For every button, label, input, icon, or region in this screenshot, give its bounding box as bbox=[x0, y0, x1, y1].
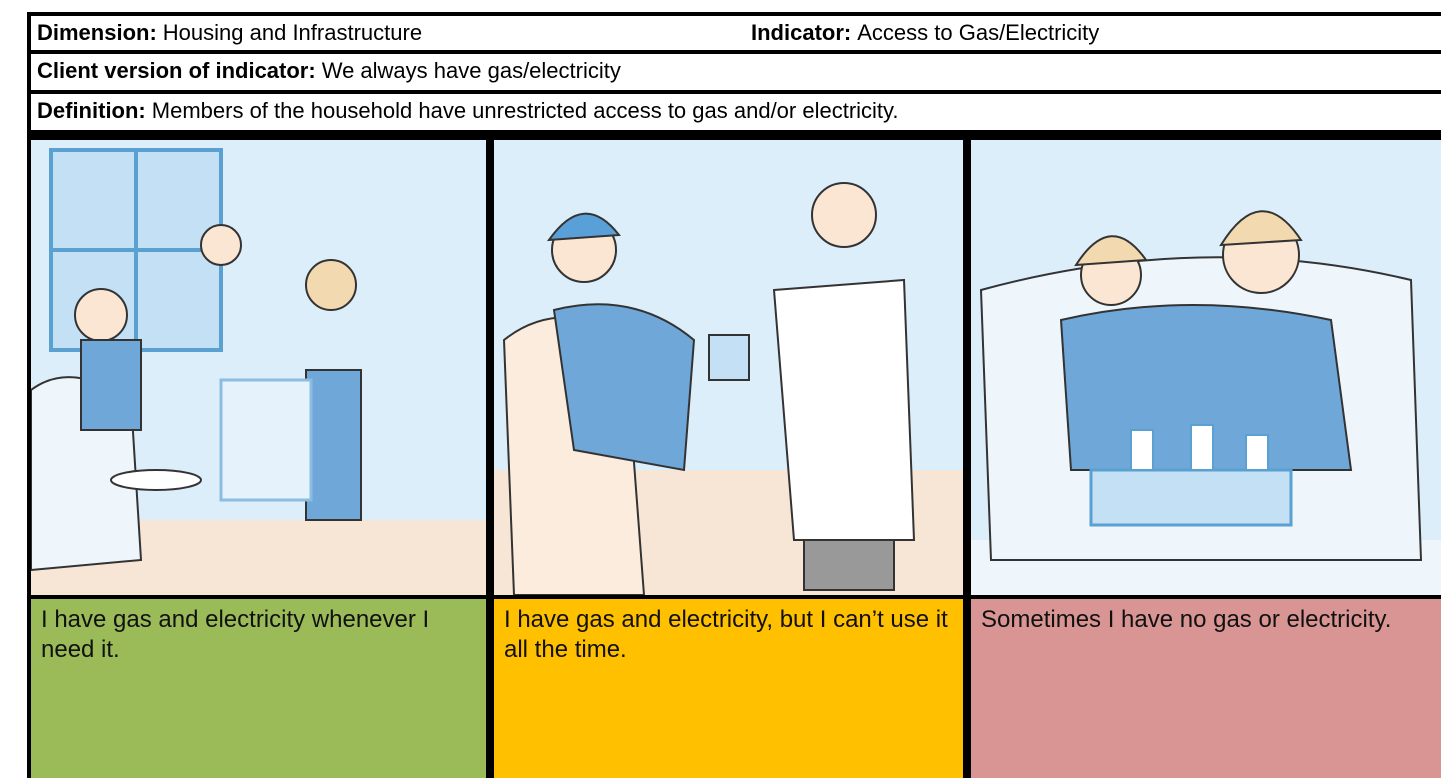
indicator-row: Indicator: Access to Gas/Electricity bbox=[737, 16, 1441, 50]
indicator-value: Access to Gas/Electricity bbox=[857, 20, 1100, 45]
level-poor: Sometimes I have no gas or electricity. bbox=[971, 599, 1441, 778]
dimension-label: Dimension: bbox=[37, 20, 157, 45]
definition-label: Definition: bbox=[37, 98, 146, 123]
illustration bbox=[971, 140, 1441, 595]
level-good: I have gas and electricity whenever I ne… bbox=[31, 599, 486, 778]
dimension-value: Housing and Infrastructure bbox=[162, 20, 423, 45]
illustration bbox=[31, 140, 486, 595]
client-version-label: Client version of indicator: bbox=[37, 58, 316, 83]
level-partial: I have gas and electricity, but I can’t … bbox=[494, 599, 963, 778]
client-version-row: Client version of indicator: We always ha… bbox=[31, 54, 1441, 90]
illustration-partial bbox=[494, 140, 963, 595]
illustration-warm bbox=[31, 140, 486, 595]
definition-row: Definition: Members of the household have… bbox=[31, 94, 1441, 130]
client-version-value: We always have gas/electricity bbox=[321, 58, 621, 83]
indicator-label: Indicator: bbox=[751, 20, 852, 45]
illustration bbox=[494, 140, 963, 595]
dimension-row: Dimension: Housing and Infrastructure bbox=[31, 16, 737, 50]
illustration-cold bbox=[971, 140, 1441, 595]
indicator-card: Dimension: Housing and Infrastructure Ind… bbox=[27, 12, 1441, 778]
definition-value: Members of the household have unrestrict… bbox=[151, 98, 899, 123]
